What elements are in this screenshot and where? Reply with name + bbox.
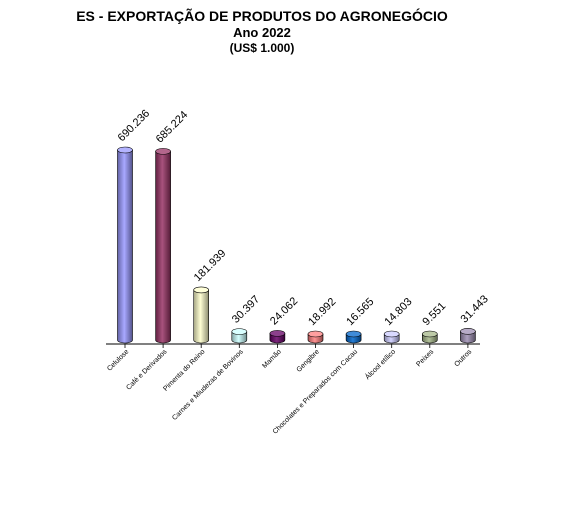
bar-2 [193,286,209,344]
value-label: 181.939 [192,247,229,284]
value-label: 18.992 [306,296,338,328]
bar-cap [383,330,400,338]
bar-body [193,289,209,344]
bar-6 [345,330,362,344]
category-label: Mamão [261,348,283,370]
bar-4 [269,330,286,344]
value-label: 14.803 [382,296,414,328]
bar-5 [307,330,324,344]
value-label: 31.443 [459,293,491,325]
bar-7 [383,330,400,344]
bar-cap [117,146,133,154]
chart-unit-label: (US$ 1.000) [230,41,295,55]
bar-cap [421,330,438,338]
value-label: 24.062 [268,295,300,327]
chart-title: ES - EXPORTAÇÃO DE PRODUTOS DO AGRONEGÓC… [76,7,448,24]
category-label: Pimenta do Reino [162,348,206,392]
category-label: Gengibre [296,348,321,373]
bar-cap [269,330,286,337]
category-label: Carnes e Miudezas de Bovinos [171,348,245,422]
bar-cap [231,328,248,335]
category-label: Álcool etílico [363,347,397,381]
bar-body [117,149,133,344]
category-label: Peixes [415,348,435,368]
category-label: Café e Derivados [125,348,169,392]
category-label: Outros [454,348,474,368]
bar-cap [460,328,476,335]
bar-cap [155,148,171,155]
value-label: 690.236 [116,108,153,145]
category-label: Chocolates e Preparados com Cacau [272,348,359,435]
bar-8 [421,330,438,344]
chart-subtitle: Ano 2022 [233,25,291,40]
bar-1 [155,148,171,344]
value-label: 30.397 [230,293,262,325]
bar-cap [345,330,362,338]
bar-3 [231,328,248,344]
bars-layer [117,146,476,344]
bar-cap [193,286,209,294]
value-label: 16.565 [344,296,376,328]
category-label: Celulose [106,348,130,372]
bar-0 [117,146,133,344]
bar-9 [460,328,476,344]
value-label: 9.551 [420,300,448,328]
bar-cap [307,330,324,338]
bar-body [155,151,171,344]
value-label: 685.224 [154,109,191,146]
